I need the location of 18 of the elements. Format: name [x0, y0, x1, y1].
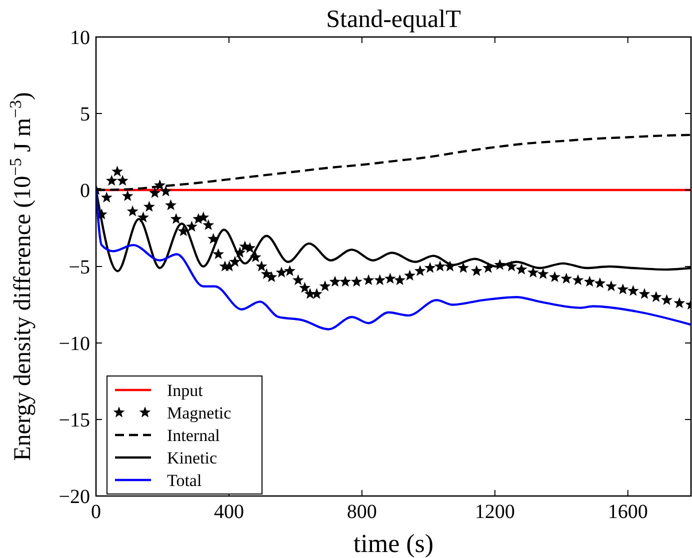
y-tick-label: 5 [80, 104, 90, 126]
x-axis-title: time (s) [353, 529, 434, 558]
y-tick-label: −5 [68, 256, 90, 278]
y-tick-label: −10 [58, 333, 90, 355]
legend-label: Internal [167, 426, 220, 445]
y-tick-label: 10 [70, 27, 90, 49]
y-tick-label: −20 [58, 486, 90, 508]
y-tick-label: −15 [58, 410, 90, 432]
legend-label: Total [167, 471, 202, 490]
legend-label: Magnetic [167, 404, 232, 422]
x-tick-label: 1200 [474, 501, 515, 523]
x-tick-label: 400 [214, 501, 244, 523]
x-tick-label: 1600 [608, 501, 648, 523]
x-tick-label: 800 [346, 501, 377, 523]
chart-title: Stand-equalT [326, 6, 461, 33]
legend-label: Kinetic [167, 448, 218, 468]
legend-label: Input [167, 381, 204, 400]
y-tick-label: 0 [80, 180, 90, 202]
